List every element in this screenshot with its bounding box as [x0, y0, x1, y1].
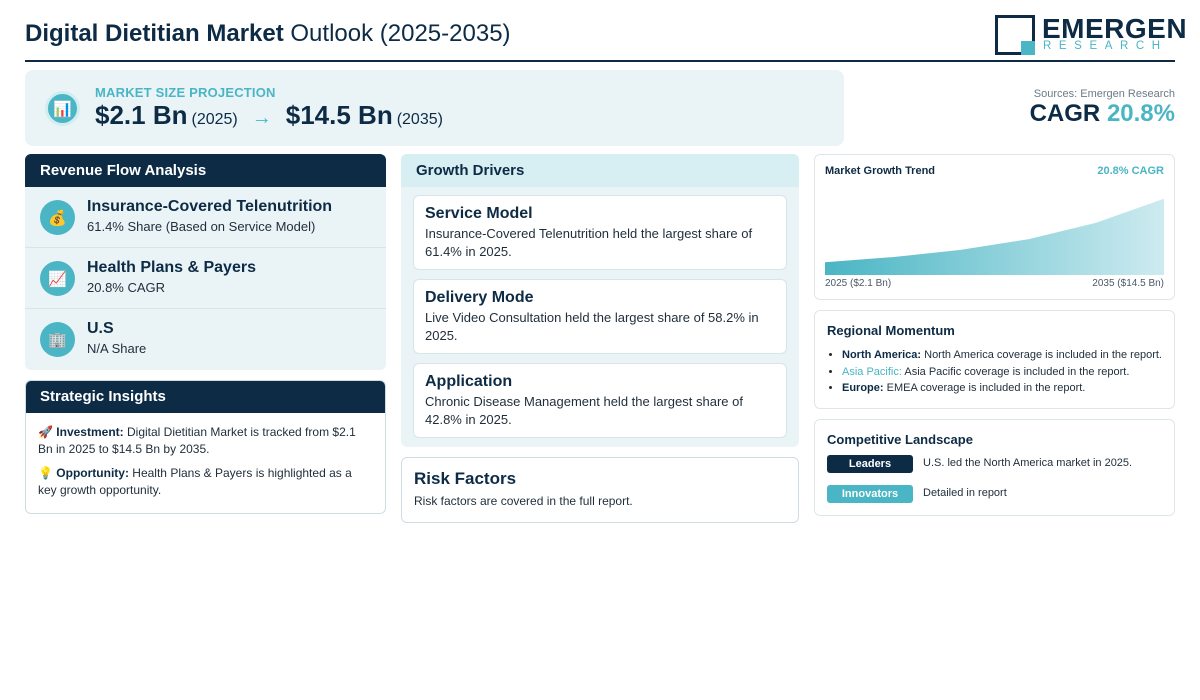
end-year: (2035) [396, 111, 443, 128]
trend-area-series [825, 198, 1164, 275]
driver-title: Service Model [425, 205, 533, 222]
regional-momentum-panel: Regional Momentum North America: North A… [814, 310, 1175, 409]
competitor-row: Leaders U.S. led the North America marke… [827, 455, 1162, 479]
emergen-logo: EMERGEN RESEARCH [995, 13, 1187, 56]
rocket-icon: 🚀 [38, 425, 53, 439]
page-title: Digital Dietitian Market Outlook (2025-2… [25, 20, 511, 48]
revenue-item-title: Health Plans & Payers [87, 259, 256, 276]
driver-text: Insurance-Covered Telenutrition held the… [425, 226, 753, 259]
growth-drivers-title: Growth Drivers [401, 154, 799, 187]
insight-text: Health Plans & Payers is highlighted as … [38, 466, 352, 497]
competitor-text: U.S. led the North America market in 202… [923, 457, 1133, 469]
region-name: Asia Pacific: [842, 365, 902, 378]
chart-x-end-label: 2035 ($14.5 Bn) [1092, 278, 1164, 289]
region-item: North America: North America coverage is… [842, 347, 1162, 364]
market-size-label: MARKET SIZE PROJECTION [95, 85, 276, 100]
start-year: (2025) [191, 111, 238, 128]
market-size-values: $2.1 Bn (2025) → $14.5 Bn (2035) [95, 100, 443, 131]
driver-card: Delivery Mode Live Video Consultation he… [413, 279, 787, 354]
revenue-flow-title: Revenue Flow Analysis [25, 154, 386, 187]
money-bag-icon: 💰 [40, 200, 75, 235]
chart-up-icon: 📈 [40, 261, 75, 296]
chart-cagr-annotation: 20.8% CAGR [1097, 165, 1164, 177]
revenue-flow-panel: Revenue Flow Analysis 💰 Insurance-Covere… [25, 154, 386, 370]
risk-factors-title: Risk Factors [414, 469, 517, 488]
insight-text: Digital Dietitian Market is tracked from… [38, 425, 356, 456]
chart-x-start-label: 2025 ($2.1 Bn) [825, 278, 892, 289]
bar-chart-icon: 📊 [45, 91, 80, 126]
region-name: Europe: [842, 382, 884, 394]
strategic-insights-panel: Strategic Insights 🚀 Investment: Digital… [25, 380, 386, 514]
leaders-badge: Leaders [827, 455, 913, 473]
driver-text: Chronic Disease Management held the larg… [425, 394, 743, 427]
logo-subtext: RESEARCH [1043, 40, 1168, 52]
page-header: Digital Dietitian Market Outlook (2025-2… [25, 12, 1187, 62]
chart-title: Market Growth Trend [825, 165, 936, 177]
logo-square-icon [995, 15, 1035, 55]
risk-factors-text: Risk factors are covered in the full rep… [414, 494, 633, 508]
market-growth-trend-chart: Market Growth Trend 20.8% CAGR 2025 ($2.… [814, 154, 1175, 300]
driver-text: Live Video Consultation held the largest… [425, 310, 759, 343]
competitor-row: Innovators Detailed in report [827, 485, 1162, 509]
region-text: North America coverage is included in th… [924, 349, 1162, 361]
region-item: Europe: EMEA coverage is included in the… [842, 380, 1162, 397]
market-size-banner: 📊 MARKET SIZE PROJECTION $2.1 Bn (2025) → $… [25, 70, 844, 146]
revenue-item-title: U.S [87, 320, 114, 337]
competitive-landscape-panel: Competitive Landscape Leaders U.S. led t… [814, 419, 1175, 516]
insight-opportunity: 💡 Opportunity: Health Plans & Payers is … [26, 465, 385, 499]
end-value: $14.5 Bn [285, 100, 393, 130]
cagr-value: 20.8% [1106, 100, 1175, 127]
start-value: $2.1 Bn [95, 100, 188, 130]
risk-factors-panel: Risk Factors Risk factors are covered in… [401, 457, 799, 523]
revenue-item-subtitle: N/A Share [87, 341, 147, 356]
regional-momentum-title: Regional Momentum [827, 323, 955, 338]
insight-label: Opportunity: [56, 466, 129, 480]
competitor-text: Detailed in report [923, 487, 1007, 499]
revenue-item-title: Insurance-Covered Telenutrition [87, 198, 333, 215]
growth-drivers-panel: Growth Drivers Service Model Insurance-C… [401, 154, 799, 447]
cagr-label: CAGR [1029, 100, 1101, 127]
sources-text: Sources: Emergen Research [1033, 88, 1175, 100]
arrow-icon: → [251, 107, 272, 129]
insight-label: Investment: [56, 425, 124, 439]
building-icon: 🏢 [40, 322, 75, 357]
region-item: Asia Pacific: Asia Pacific coverage is i… [842, 364, 1162, 381]
insight-investment: 🚀 Investment: Digital Dietitian Market i… [26, 424, 385, 458]
lightbulb-icon: 💡 [38, 466, 53, 480]
trend-area-svg [825, 198, 1164, 275]
revenue-item-subtitle: 61.4% Share (Based on Service Model) [87, 219, 316, 234]
region-list: North America: North America coverage is… [827, 347, 1162, 397]
driver-title: Delivery Mode [425, 289, 534, 306]
region-name: North America: [842, 349, 922, 361]
cagr-display: CAGR 20.8% [1030, 100, 1175, 128]
competitive-landscape-title: Competitive Landscape [827, 432, 973, 447]
logo-text: EMERGEN [1042, 13, 1188, 44]
revenue-item: 💰 Insurance-Covered Telenutrition 61.4% … [25, 187, 386, 248]
driver-title: Application [425, 373, 513, 390]
title-bold: Digital Dietitian Market [25, 20, 284, 47]
innovators-badge: Innovators [827, 485, 913, 503]
revenue-item-subtitle: 20.8% CAGR [87, 280, 166, 295]
driver-card: Service Model Insurance-Covered Telenutr… [413, 195, 787, 270]
revenue-item: 📈 Health Plans & Payers 20.8% CAGR [25, 248, 386, 309]
region-text: Asia Pacific coverage is included in the… [904, 365, 1130, 378]
driver-card: Application Chronic Disease Management h… [413, 363, 787, 438]
title-rest: Outlook (2025-2035) [290, 20, 511, 47]
revenue-item: 🏢 U.S N/A Share [25, 309, 386, 370]
strategic-insights-title: Strategic Insights [26, 381, 385, 413]
region-text: EMEA coverage is included in the report. [886, 382, 1086, 394]
